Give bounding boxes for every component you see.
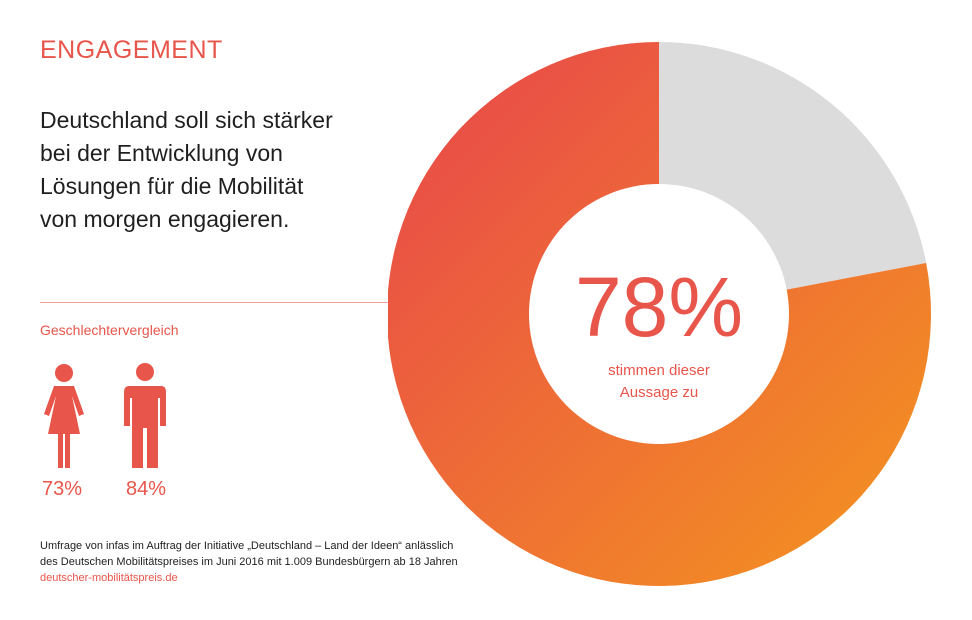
source-link[interactable]: deutscher-mobilitätspreis.de: [40, 572, 178, 584]
donut-slice-agree: [388, 42, 931, 586]
statement-line: bei der Entwicklung von: [40, 140, 283, 166]
statement-line: Lösungen für die Mobilität: [40, 173, 304, 199]
female-person-icon: [44, 364, 84, 468]
statement-line: von morgen engagieren.: [40, 206, 290, 232]
male-person-icon: [124, 363, 166, 468]
survey-statement: Deutschland soll sich stärker bei der En…: [40, 104, 390, 236]
center-caption: stimmen dieser Aussage zu: [534, 360, 784, 404]
gender-comparison-title: Geschlechtervergleich: [40, 322, 179, 338]
center-caption-line: stimmen dieser: [608, 362, 710, 379]
source-line: Umfrage von infas im Auftrag der Initiat…: [40, 540, 454, 552]
divider-line: [40, 302, 390, 303]
donut-slice-rest: [659, 42, 927, 290]
statement-line: Deutschland soll sich stärker: [40, 107, 333, 133]
source-line: des Deutschen Mobilitätspreises im Juni …: [40, 556, 458, 568]
center-percentage: 78%: [574, 260, 744, 354]
male-percentage: 84%: [126, 478, 167, 500]
donut-chart: [388, 42, 931, 586]
center-caption-line: Aussage zu: [619, 384, 699, 401]
source-note: Umfrage von infas im Auftrag der Initiat…: [40, 538, 458, 586]
section-title: ENGAGEMENT: [40, 36, 223, 64]
female-percentage: 73%: [42, 478, 83, 500]
donut-center-label: 78% stimmen dieser Aussage zu: [534, 262, 784, 404]
